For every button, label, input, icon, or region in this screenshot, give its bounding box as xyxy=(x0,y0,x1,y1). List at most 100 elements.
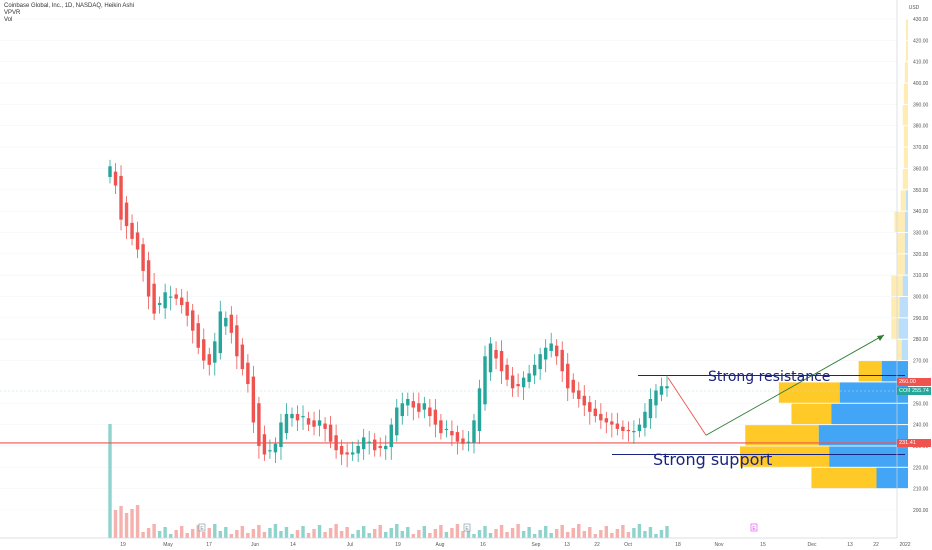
volume-bar xyxy=(350,534,355,538)
time-tick-label: 17 xyxy=(206,542,212,548)
candle-body xyxy=(262,434,267,455)
volume-bar xyxy=(483,526,487,538)
time-tick-label: Jul xyxy=(347,542,353,548)
volume-bar xyxy=(659,530,664,538)
candle-body xyxy=(610,421,614,425)
volume-bar xyxy=(279,531,283,538)
volume-bar xyxy=(124,513,129,538)
time-tick-label: 19 xyxy=(120,542,126,548)
price-tick-label: 340.00 xyxy=(913,209,929,215)
volume-bar xyxy=(577,524,581,538)
candle-body xyxy=(350,452,355,455)
volume-bar xyxy=(317,525,322,538)
price-tick-label: 410.00 xyxy=(913,60,929,66)
candle-body xyxy=(218,311,223,354)
candle-body xyxy=(113,171,118,186)
earnings-marker-label: E xyxy=(752,526,756,532)
volume-bar xyxy=(582,531,586,538)
volume-bar xyxy=(549,533,553,538)
time-tick-label: Sep xyxy=(532,542,541,548)
profile-bar-down xyxy=(903,83,908,104)
candle-body xyxy=(229,314,234,333)
candle-body xyxy=(527,373,531,382)
volume-bar xyxy=(174,530,178,538)
profile-bar-up xyxy=(876,467,908,489)
volume-bar xyxy=(251,529,256,538)
volume-bar xyxy=(235,530,239,538)
time-tick-label: 22 xyxy=(594,542,600,548)
candle-body xyxy=(130,222,134,239)
volume-bar xyxy=(494,529,498,538)
time-tick-label: 13 xyxy=(847,542,853,548)
time-tick-label: 15 xyxy=(760,542,766,548)
volume-bar xyxy=(108,424,112,538)
candle-body xyxy=(312,420,316,427)
candle-body xyxy=(246,362,250,385)
support-annotation[interactable]: Strong support xyxy=(653,450,773,469)
volume-bar xyxy=(615,529,620,538)
volume-bar xyxy=(290,534,294,538)
volume-bar xyxy=(554,529,559,538)
profile-bar-down xyxy=(891,297,900,318)
volume-bar xyxy=(334,524,338,538)
volume-bar xyxy=(477,530,482,538)
candle-body xyxy=(422,403,427,410)
price-tick-label: 390.00 xyxy=(913,102,929,108)
profile-bar-down xyxy=(897,254,905,275)
time-tick-label: 13 xyxy=(564,542,570,548)
volume-bar xyxy=(157,531,162,538)
candle-body xyxy=(317,420,322,426)
volume-bar xyxy=(389,528,393,538)
price-tick-label: 360.00 xyxy=(913,166,929,172)
indicator-vol[interactable]: Vol xyxy=(4,17,13,23)
time-tick-label: 18 xyxy=(675,542,681,548)
price-tick-label: 370.00 xyxy=(913,145,929,151)
candle-body xyxy=(582,395,586,406)
price-tick-label: 400.00 xyxy=(913,81,929,87)
candle-body xyxy=(279,422,283,448)
volume-bar xyxy=(130,509,134,538)
candle-body xyxy=(152,283,156,314)
volume-bar xyxy=(141,532,145,538)
price-tick-label: 350.00 xyxy=(913,188,929,194)
candle-body xyxy=(328,424,333,442)
volume-bar xyxy=(356,530,360,538)
candle-body xyxy=(538,354,542,370)
volume-bar xyxy=(323,532,327,538)
price-tick-label: 220.00 xyxy=(913,465,929,471)
volume-bar xyxy=(654,534,658,538)
candle-body xyxy=(433,409,438,425)
candle-body xyxy=(417,403,421,412)
volume-bar xyxy=(146,528,151,538)
volume-bar xyxy=(152,524,156,538)
candle-body xyxy=(141,244,145,271)
volume-bar xyxy=(543,526,548,538)
candle-body xyxy=(119,175,123,220)
volume-bar xyxy=(422,526,427,538)
price-tick-label: 420.00 xyxy=(913,38,929,44)
candle-body xyxy=(450,431,454,436)
symbol-title[interactable]: Coinbase Global, Inc., 1D, NASDAQ, Heiki… xyxy=(4,3,135,9)
volume-bar xyxy=(196,525,200,538)
time-tick-label: 2022 xyxy=(899,542,910,548)
candle-body xyxy=(516,384,520,387)
candle-body xyxy=(367,441,371,443)
resistance-annotation[interactable]: Strong resistance xyxy=(708,369,831,385)
time-tick-label: Nov xyxy=(715,542,724,548)
candle-body xyxy=(163,292,167,309)
candle-body xyxy=(224,317,228,327)
volume-bar xyxy=(113,510,118,538)
trend-drawings xyxy=(667,334,885,436)
candle-body xyxy=(532,364,537,376)
volume-bar xyxy=(213,524,217,538)
volume-bar xyxy=(378,525,382,538)
time-tick-label: May xyxy=(163,542,173,548)
indicator-vpvr[interactable]: VPVR xyxy=(4,10,21,16)
volume-bar xyxy=(229,534,234,538)
volume-bar xyxy=(632,528,636,538)
candle-body xyxy=(499,350,504,372)
candle-body xyxy=(395,407,399,436)
volume-bar xyxy=(345,527,349,538)
